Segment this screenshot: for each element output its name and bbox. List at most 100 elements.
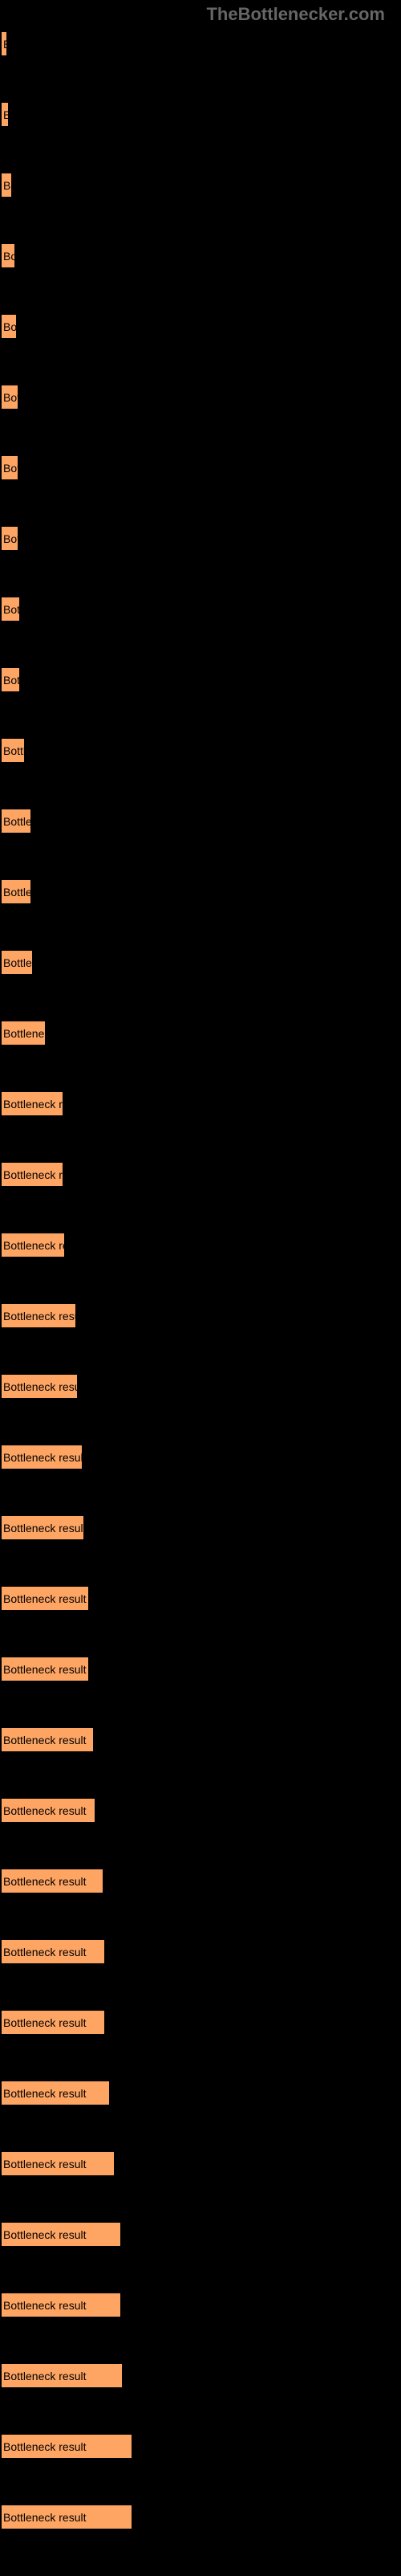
bar-row: Bottleneck result (2, 951, 401, 974)
bar: Bottleneck result (2, 2364, 122, 2387)
bar: Bottleneck result (2, 1375, 77, 1398)
watermark: TheBottlenecker.com (206, 4, 385, 25)
bar-label: Bottleneck result (3, 2087, 87, 2100)
bar-row: Bottleneck result (2, 103, 401, 126)
bar: Bottleneck result (2, 1163, 63, 1186)
bar: Bottleneck result (2, 597, 19, 621)
bar-label: Bottleneck result (3, 1734, 87, 1747)
bar-label: Bottleneck result (3, 2228, 87, 2241)
bar: Bottleneck result (2, 1799, 95, 1822)
bar-chart: Bottleneck result Bottleneck result Bottle… (0, 0, 401, 2529)
bar-row: Bottleneck result (2, 1728, 401, 1751)
bar-label: Bottleneck result (3, 1663, 87, 1676)
bar-label: Bottleneck result (3, 179, 11, 192)
bar-label: Bottleneck result (3, 2299, 87, 2312)
bar-label: Bottleneck result (3, 320, 16, 333)
bar-label: Bottleneck result (3, 815, 30, 828)
bar-label: Bottleneck result (3, 1946, 87, 1958)
bar-row: Bottleneck result (2, 2435, 401, 2458)
bar-row: Bottleneck result (2, 880, 401, 903)
bar: Bottleneck result (2, 1940, 104, 1963)
bar: Bottleneck result (2, 244, 14, 267)
bar-label: Bottleneck result (3, 391, 18, 404)
bar: Bottleneck result (2, 2293, 120, 2317)
bar-label: Bottleneck result (3, 1098, 63, 1111)
bar-row: Bottleneck result (2, 385, 401, 409)
bar-row: Bottleneck result (2, 739, 401, 762)
bar-row: Bottleneck result (2, 2223, 401, 2246)
bar: Bottleneck result (2, 1657, 88, 1681)
bar-row: Bottleneck result (2, 1869, 401, 1893)
bar-row: Bottleneck result (2, 456, 401, 479)
bar-row: Bottleneck result (2, 315, 401, 338)
bar-label: Bottleneck result (3, 2016, 87, 2029)
bar-row: Bottleneck result (2, 173, 401, 197)
bar: Bottleneck result (2, 315, 16, 338)
bar-label: Bottleneck result (3, 38, 6, 51)
bar-row: Bottleneck result (2, 1375, 401, 1398)
bar-row: Bottleneck result (2, 1657, 401, 1681)
bar-label: Bottleneck result (3, 108, 8, 121)
bar: Bottleneck result (2, 2081, 109, 2105)
bar-row: Bottleneck result (2, 1163, 401, 1186)
bar-label: Bottleneck result (3, 2511, 87, 2524)
bar-row: Bottleneck result (2, 2081, 401, 2105)
bar: Bottleneck result (2, 385, 18, 409)
bar: Bottleneck result (2, 2505, 132, 2529)
bar-label: Bottleneck result (3, 744, 24, 757)
bar-label: Bottleneck result (3, 462, 18, 475)
bar-row: Bottleneck result (2, 1516, 401, 1539)
bar: Bottleneck result (2, 1869, 103, 1893)
bar-row: Bottleneck result (2, 244, 401, 267)
bar: Bottleneck result (2, 739, 24, 762)
bar-label: Bottleneck result (3, 1592, 87, 1605)
bar-row: Bottleneck result (2, 1304, 401, 1327)
bar: Bottleneck result (2, 1445, 82, 1469)
bar-row: Bottleneck result (2, 2011, 401, 2034)
bar-row: Bottleneck result (2, 1092, 401, 1115)
bar-label: Bottleneck result (3, 1168, 63, 1181)
bar-label: Bottleneck result (3, 1875, 87, 1888)
bar: Bottleneck result (2, 1587, 88, 1610)
bar-row: Bottleneck result (2, 668, 401, 691)
bar-label: Bottleneck result (3, 1380, 77, 1393)
bar-row: Bottleneck result (2, 2505, 401, 2529)
bar-row: Bottleneck result (2, 1021, 401, 1045)
bar: Bottleneck result (2, 809, 30, 833)
bar: Bottleneck result (2, 32, 6, 55)
bar-row: Bottleneck result (2, 597, 401, 621)
bar: Bottleneck result (2, 1728, 93, 1751)
bar: Bottleneck result (2, 103, 8, 126)
bar-label: Bottleneck result (3, 2370, 87, 2382)
bar-row: Bottleneck result (2, 2293, 401, 2317)
bar-label: Bottleneck result (3, 1239, 64, 1252)
bar-label: Bottleneck result (3, 886, 30, 899)
bar: Bottleneck result (2, 2435, 132, 2458)
bar-label: Bottleneck result (3, 1027, 45, 1040)
bar-label: Bottleneck result (3, 956, 32, 969)
bar-row: Bottleneck result (2, 2152, 401, 2175)
bar: Bottleneck result (2, 1233, 64, 1257)
bar: Bottleneck result (2, 2011, 104, 2034)
bar: Bottleneck result (2, 2223, 120, 2246)
bar-label: Bottleneck result (3, 2158, 87, 2170)
bar-label: Bottleneck result (3, 532, 18, 545)
bar: Bottleneck result (2, 173, 11, 197)
bar-row: Bottleneck result (2, 2364, 401, 2387)
bar-label: Bottleneck result (3, 1310, 75, 1323)
bar: Bottleneck result (2, 1021, 45, 1045)
bar-label: Bottleneck result (3, 1522, 83, 1535)
bar: Bottleneck result (2, 456, 18, 479)
bar-label: Bottleneck result (3, 603, 19, 616)
bar: Bottleneck result (2, 2152, 114, 2175)
bar-row: Bottleneck result (2, 1445, 401, 1469)
bar: Bottleneck result (2, 668, 19, 691)
bar: Bottleneck result (2, 951, 32, 974)
bar-label: Bottleneck result (3, 250, 14, 263)
bar: Bottleneck result (2, 880, 30, 903)
bar-row: Bottleneck result (2, 1799, 401, 1822)
bar: Bottleneck result (2, 1304, 75, 1327)
bar-label: Bottleneck result (3, 674, 19, 687)
bar-label: Bottleneck result (3, 1804, 87, 1817)
bar-row: Bottleneck result (2, 1233, 401, 1257)
